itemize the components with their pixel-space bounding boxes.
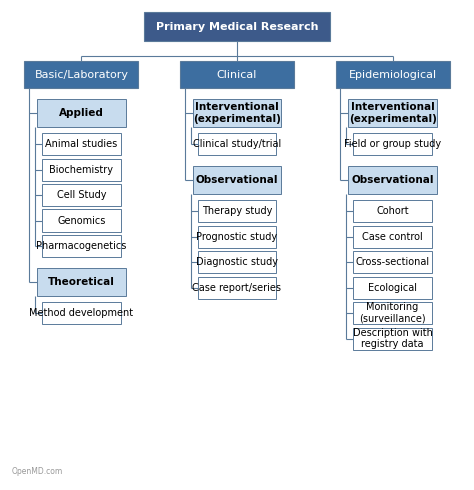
Text: Therapy study: Therapy study bbox=[202, 206, 272, 217]
FancyBboxPatch shape bbox=[348, 166, 437, 194]
Text: Interventional
(experimental): Interventional (experimental) bbox=[349, 102, 437, 124]
FancyBboxPatch shape bbox=[198, 251, 276, 273]
FancyBboxPatch shape bbox=[353, 133, 432, 155]
FancyBboxPatch shape bbox=[37, 268, 126, 296]
Text: Field or group study: Field or group study bbox=[344, 139, 441, 149]
FancyBboxPatch shape bbox=[353, 251, 432, 273]
FancyBboxPatch shape bbox=[353, 226, 432, 248]
FancyBboxPatch shape bbox=[353, 200, 432, 222]
Text: Genomics: Genomics bbox=[57, 216, 106, 225]
FancyBboxPatch shape bbox=[180, 61, 294, 89]
Text: Clinical: Clinical bbox=[217, 70, 257, 79]
Text: Epidemiological: Epidemiological bbox=[348, 70, 437, 79]
FancyBboxPatch shape bbox=[198, 200, 276, 222]
FancyBboxPatch shape bbox=[193, 99, 281, 127]
Text: Applied: Applied bbox=[59, 108, 104, 118]
FancyBboxPatch shape bbox=[198, 133, 276, 155]
FancyBboxPatch shape bbox=[42, 184, 121, 206]
FancyBboxPatch shape bbox=[25, 61, 138, 89]
Text: Cross-sectional: Cross-sectional bbox=[356, 257, 429, 267]
Text: Description with
registry data: Description with registry data bbox=[353, 328, 433, 349]
Text: Primary Medical Research: Primary Medical Research bbox=[156, 22, 318, 31]
Text: Observational: Observational bbox=[351, 175, 434, 185]
Text: Ecological: Ecological bbox=[368, 283, 417, 293]
Text: Basic/Laboratory: Basic/Laboratory bbox=[35, 70, 128, 79]
FancyBboxPatch shape bbox=[353, 277, 432, 299]
Text: Case control: Case control bbox=[362, 232, 423, 242]
Text: Monitoring
(surveillance): Monitoring (surveillance) bbox=[359, 302, 426, 324]
FancyBboxPatch shape bbox=[42, 159, 121, 181]
Text: OpenMD.com: OpenMD.com bbox=[12, 467, 63, 476]
Text: Observational: Observational bbox=[196, 175, 278, 185]
Text: Prognostic study: Prognostic study bbox=[196, 232, 278, 242]
FancyBboxPatch shape bbox=[353, 302, 432, 324]
Text: Animal studies: Animal studies bbox=[45, 139, 118, 149]
FancyBboxPatch shape bbox=[42, 133, 121, 155]
Text: Method development: Method development bbox=[29, 308, 134, 318]
Text: Interventional
(experimental): Interventional (experimental) bbox=[193, 102, 281, 124]
FancyBboxPatch shape bbox=[353, 328, 432, 350]
Text: Pharmacogenetics: Pharmacogenetics bbox=[36, 241, 127, 251]
Text: Biochemistry: Biochemistry bbox=[49, 165, 113, 174]
FancyBboxPatch shape bbox=[37, 99, 126, 127]
FancyBboxPatch shape bbox=[193, 166, 281, 194]
FancyBboxPatch shape bbox=[336, 61, 449, 89]
FancyBboxPatch shape bbox=[198, 226, 276, 248]
Text: Case report/series: Case report/series bbox=[192, 283, 282, 293]
FancyBboxPatch shape bbox=[348, 99, 437, 127]
FancyBboxPatch shape bbox=[144, 12, 330, 41]
Text: Clinical study/trial: Clinical study/trial bbox=[193, 139, 281, 149]
Text: Diagnostic study: Diagnostic study bbox=[196, 257, 278, 267]
Text: Cohort: Cohort bbox=[376, 206, 409, 217]
FancyBboxPatch shape bbox=[42, 209, 121, 232]
FancyBboxPatch shape bbox=[42, 302, 121, 324]
Text: Theoretical: Theoretical bbox=[48, 277, 115, 287]
FancyBboxPatch shape bbox=[198, 277, 276, 299]
FancyBboxPatch shape bbox=[42, 235, 121, 257]
Text: Cell Study: Cell Study bbox=[56, 190, 106, 200]
